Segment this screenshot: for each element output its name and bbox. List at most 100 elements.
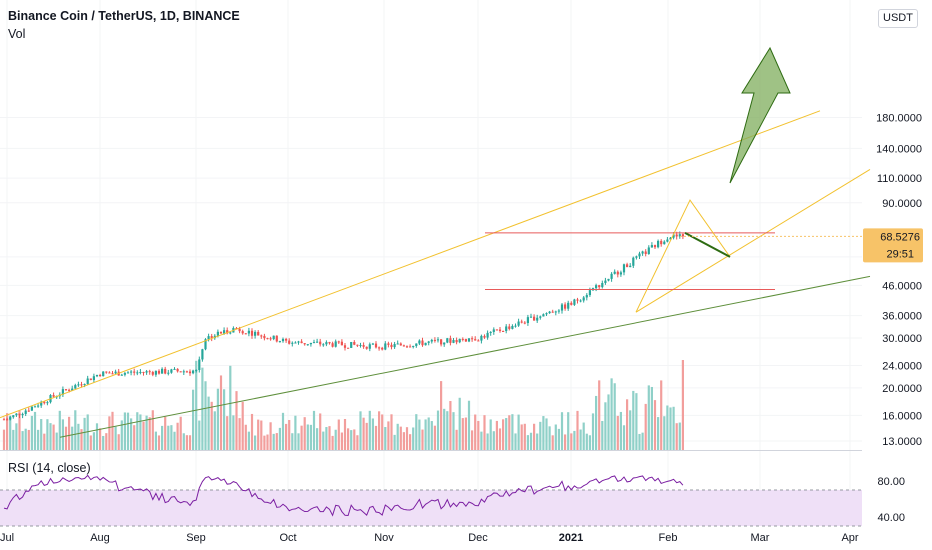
candle-body <box>356 344 359 346</box>
candle-body <box>201 349 204 360</box>
volume-bar <box>61 419 64 450</box>
candle-body <box>223 330 226 334</box>
candle-body <box>331 343 334 347</box>
candle-body <box>126 372 130 374</box>
candle-body <box>415 343 418 346</box>
candle-body <box>554 311 557 313</box>
volume-bar <box>151 410 154 450</box>
candle-body <box>260 335 263 337</box>
candle-body <box>495 329 498 331</box>
candle-body <box>266 338 269 340</box>
candle-body <box>626 264 629 268</box>
candle-body <box>303 343 306 345</box>
candle-body <box>467 338 471 342</box>
volume-bar <box>647 385 650 450</box>
candle-body <box>520 321 523 323</box>
candle-body <box>381 347 384 350</box>
candle-body <box>95 374 99 377</box>
volume-bar <box>223 389 226 450</box>
volume-bar <box>266 434 269 450</box>
volume-bar <box>529 432 533 450</box>
volume-bar <box>136 412 139 450</box>
volume-bar <box>24 428 27 450</box>
volume-bar <box>123 412 126 450</box>
volume-bar <box>130 418 133 450</box>
price-tick: 46.0000 <box>882 280 922 292</box>
candle-body <box>198 359 201 371</box>
bar-countdown: 29:51 <box>886 248 914 260</box>
volume-bar <box>455 429 458 450</box>
volume-bar <box>213 411 216 450</box>
volume-bar <box>641 432 644 450</box>
candle-body <box>641 251 644 254</box>
volume-bar <box>210 401 213 450</box>
volume-bar <box>343 418 347 450</box>
volume-bar <box>49 423 52 450</box>
volume-bar <box>399 426 402 450</box>
volume-bar <box>582 422 585 450</box>
volume-bar <box>390 414 393 450</box>
volume-bar <box>638 433 641 450</box>
volume-bar <box>483 415 486 450</box>
candle-body <box>573 299 576 305</box>
candle-body <box>238 328 241 332</box>
candle-body <box>340 341 343 346</box>
volume-bar <box>564 434 567 450</box>
candle-body <box>195 370 198 372</box>
candle-body <box>498 329 502 331</box>
volume-bar <box>436 410 440 450</box>
candle-body <box>653 245 657 248</box>
candle-body <box>579 300 582 302</box>
candle-body <box>179 371 182 373</box>
volume-bar <box>306 424 309 450</box>
candle-body <box>263 335 266 339</box>
price-tick: 13.0000 <box>882 436 922 448</box>
volume-bar <box>139 414 142 450</box>
candle-body <box>278 341 281 343</box>
candle-body <box>272 335 275 340</box>
drawing-layer <box>0 46 871 438</box>
candle-body <box>337 341 340 343</box>
candle-body <box>61 389 64 395</box>
candle-body <box>387 343 390 345</box>
price-tick: 36.0000 <box>882 311 922 323</box>
time-tick: Apr <box>841 532 858 544</box>
volume-bar <box>461 418 464 450</box>
candle-body <box>644 251 647 255</box>
volume-bar <box>148 417 151 450</box>
candle-body <box>483 335 486 338</box>
candle-body <box>167 372 170 374</box>
candle-body <box>548 311 551 314</box>
candle-body <box>536 317 539 321</box>
volume-bar <box>635 393 638 450</box>
volume-bar <box>579 429 582 450</box>
candle-body <box>588 290 591 296</box>
candle-body <box>269 338 272 340</box>
volume-bar <box>303 417 306 450</box>
candle-body <box>176 368 179 372</box>
currency-button[interactable]: USDT <box>878 9 918 28</box>
volume-bar <box>464 417 467 450</box>
volume-bar <box>567 412 570 450</box>
projection-path <box>635 199 731 313</box>
volume-bar <box>480 431 483 450</box>
candle-body <box>92 376 95 381</box>
volume-bar <box>415 414 418 450</box>
candle-body <box>136 372 139 374</box>
volume-bar <box>412 427 415 450</box>
candle-body <box>557 310 560 312</box>
candle-body <box>421 340 424 346</box>
volume-bar <box>319 413 322 450</box>
candle-body <box>368 344 371 349</box>
volume-bar <box>92 432 95 450</box>
volume-bar <box>309 424 312 450</box>
volume-bar <box>117 434 120 450</box>
volume-bar <box>83 417 86 450</box>
candle-body <box>312 342 316 344</box>
volume-bar <box>365 422 368 450</box>
rising-support-line <box>635 169 871 313</box>
candle-body <box>12 415 15 418</box>
volume-bar <box>37 429 40 450</box>
volume-bar <box>675 423 678 450</box>
